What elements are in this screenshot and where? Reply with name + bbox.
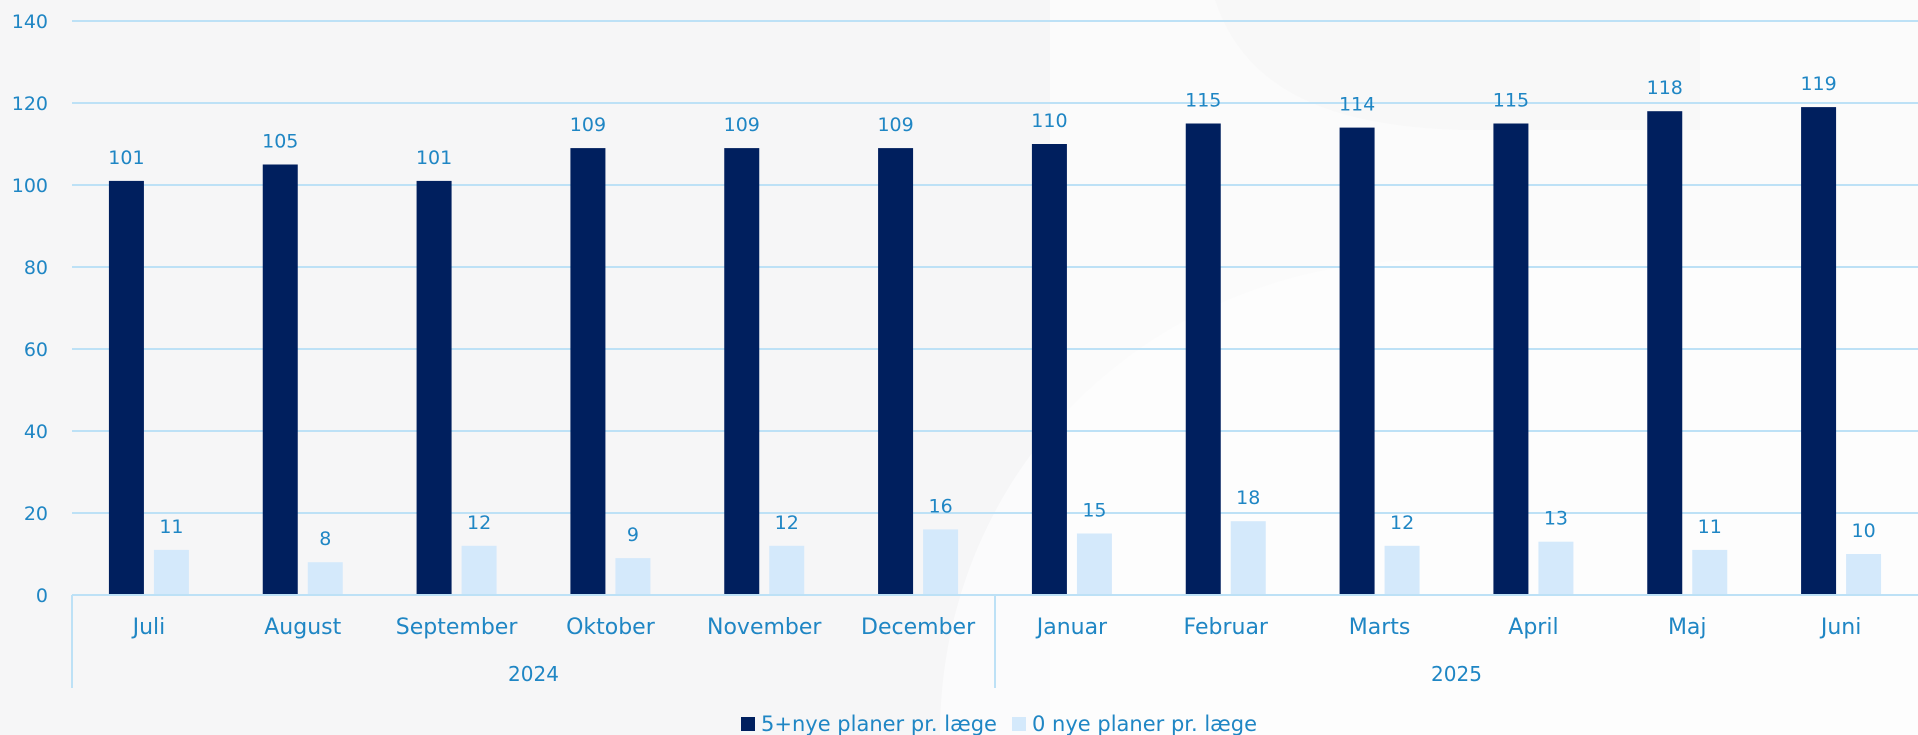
data-label: 12: [1390, 512, 1414, 534]
bar: [1339, 127, 1375, 595]
legend-label: 0 nye planer pr. læge: [1032, 712, 1257, 735]
x-tick-label: April: [1508, 615, 1558, 640]
x-tick-label: Maj: [1668, 615, 1707, 640]
y-tick-label: 60: [24, 339, 48, 361]
data-label: 110: [1031, 110, 1067, 132]
data-label: 9: [627, 524, 639, 546]
data-label: 115: [1185, 90, 1221, 112]
x-tick-label: November: [707, 615, 822, 640]
bar: [923, 529, 959, 595]
data-label: 15: [1082, 500, 1106, 522]
y-tick-label: 0: [36, 585, 48, 607]
data-label: 18: [1236, 487, 1260, 509]
bar: [570, 148, 606, 595]
x-group-label: 2024: [508, 662, 559, 686]
bar: [1538, 541, 1574, 595]
data-label: 109: [724, 114, 760, 136]
data-label: 101: [108, 147, 144, 169]
data-label: 119: [1800, 73, 1836, 95]
bar: [724, 148, 760, 595]
bar: [878, 148, 914, 595]
x-tick-label: Oktober: [566, 615, 656, 640]
y-tick-label: 80: [24, 257, 48, 279]
y-axis: 0 20 40 60 80 100 120 140: [12, 11, 48, 607]
data-label: 11: [1698, 516, 1722, 538]
legend-label: 5+nye planer pr. læge: [761, 712, 997, 735]
bar: [769, 545, 805, 595]
x-tick-label: Juni: [1819, 615, 1862, 640]
bar: [416, 180, 452, 595]
data-label: 12: [775, 512, 799, 534]
bar: [615, 558, 651, 595]
data-label: 114: [1339, 94, 1375, 116]
bar: [108, 180, 144, 595]
bar: [1230, 521, 1266, 595]
y-tick-label: 100: [12, 175, 48, 197]
bar: [1384, 545, 1420, 595]
x-tick-label: Marts: [1349, 615, 1411, 640]
x-tick-label: Februar: [1184, 615, 1269, 640]
bar: [1846, 554, 1882, 595]
bar: [1076, 533, 1112, 595]
data-label: 12: [467, 512, 491, 534]
gridlines: [72, 20, 1918, 514]
data-label: 118: [1647, 77, 1683, 99]
bar: [307, 562, 343, 595]
data-label: 105: [262, 131, 298, 153]
bar: [1185, 123, 1221, 595]
bar: [1031, 144, 1067, 595]
legend-swatch: [1012, 717, 1026, 731]
bar: [461, 545, 497, 595]
legend: 5+nye planer pr. læge 0 nye planer pr. læ…: [741, 712, 1257, 735]
data-label: 13: [1544, 508, 1568, 530]
data-label: 109: [570, 114, 606, 136]
x-tick-label: September: [396, 615, 519, 640]
data-label: 101: [416, 147, 452, 169]
legend-swatch: [741, 717, 755, 731]
bar: [262, 164, 298, 595]
bar: [1801, 107, 1837, 595]
y-tick-label: 120: [12, 93, 48, 115]
bar: [1647, 111, 1683, 595]
x-tick-label: Juli: [131, 615, 166, 640]
data-label: 8: [319, 528, 331, 550]
data-label: 109: [877, 114, 913, 136]
y-tick-label: 140: [12, 11, 48, 33]
y-tick-label: 20: [24, 503, 48, 525]
data-label: 11: [159, 516, 183, 538]
bar: [1493, 123, 1529, 595]
data-label: 16: [928, 495, 952, 517]
x-tick-label: December: [861, 615, 976, 640]
data-label: 10: [1851, 520, 1875, 542]
bar: [1692, 549, 1728, 595]
y-tick-label: 40: [24, 421, 48, 443]
x-axis: Juli August September Oktober November Decemb…: [71, 594, 1918, 688]
x-group-label: 2025: [1431, 662, 1482, 686]
x-tick-label: August: [264, 615, 341, 640]
bar: [153, 549, 189, 595]
data-label: 115: [1493, 90, 1529, 112]
x-tick-label: Januar: [1035, 615, 1108, 640]
bars: [108, 107, 1882, 595]
